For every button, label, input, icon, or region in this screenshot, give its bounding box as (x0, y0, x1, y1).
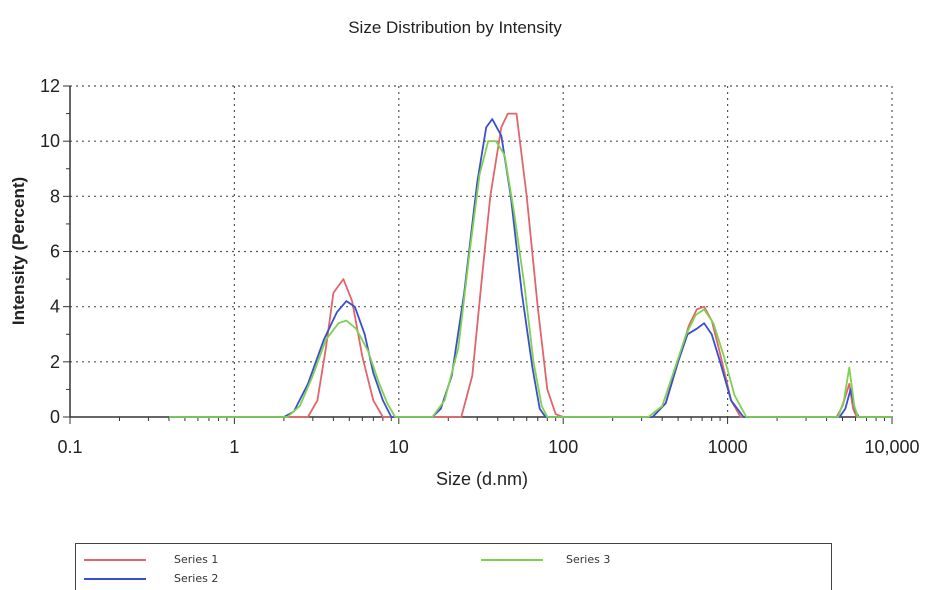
legend-item-series-1: Series 1 (84, 553, 284, 567)
legend-swatch-series-3 (481, 559, 543, 561)
legend-label-series-1: Series 1 (174, 553, 219, 566)
y-tick-label: 6 (50, 242, 60, 262)
legend-item-series-3: Series 3 (481, 553, 681, 567)
x-tick-label: 100 (548, 437, 578, 457)
y-axis-label: Intensity (Percent) (9, 177, 28, 325)
legend-label-series-2: Series 2 (174, 572, 219, 585)
series-line-1 (169, 112, 892, 418)
x-axis-label: Size (d.nm) (436, 469, 528, 489)
series-line-2 (169, 118, 892, 418)
x-tick-label: 10 (389, 437, 409, 457)
series-lines (169, 112, 892, 418)
grid (70, 85, 893, 417)
chart: Size Distribution by Intensity Intensity… (9, 18, 920, 489)
legend-swatch-series-1 (84, 559, 146, 561)
axes (63, 85, 893, 424)
y-tick-label: 0 (50, 407, 60, 427)
y-tick-label: 2 (50, 352, 60, 372)
y-tick-label: 12 (40, 76, 60, 96)
x-tick-label: 1 (229, 437, 239, 457)
legend-item-series-2: Series 2 (84, 572, 284, 586)
x-tick-label: 10,000 (864, 437, 919, 457)
chart-title: Size Distribution by Intensity (348, 18, 562, 37)
legend-label-series-3: Series 3 (566, 553, 611, 566)
x-tick-label: 0.1 (57, 437, 82, 457)
legend-swatch-series-2 (84, 578, 146, 580)
y-tick-label: 8 (50, 186, 60, 206)
x-tick-label: 1000 (708, 437, 748, 457)
tick-labels: 0.1 1 10 100 1000 10,000 0 2 4 6 8 10 12 (40, 76, 920, 457)
series-line-3 (169, 140, 892, 418)
legend: Series 1 Series 2 Series 3 (75, 543, 832, 590)
y-tick-label: 4 (50, 297, 60, 317)
y-tick-label: 10 (40, 131, 60, 151)
